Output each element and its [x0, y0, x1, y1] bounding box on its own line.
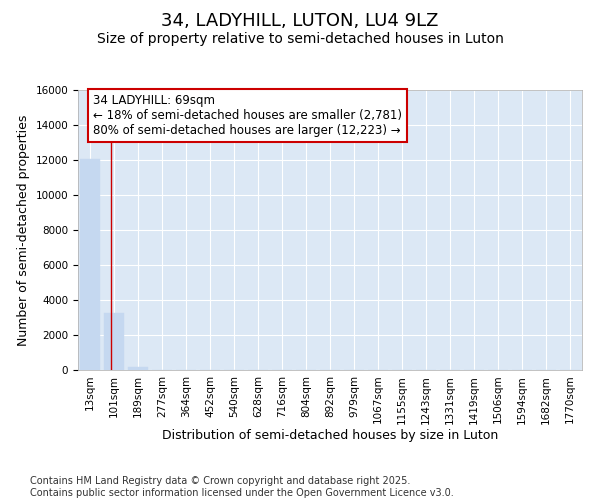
- Bar: [128, 368, 148, 370]
- Bar: [80, 159, 100, 370]
- Text: Contains HM Land Registry data © Crown copyright and database right 2025.
Contai: Contains HM Land Registry data © Crown c…: [30, 476, 454, 498]
- Y-axis label: Number of semi-detached properties: Number of semi-detached properties: [17, 114, 30, 346]
- Text: 34, LADYHILL, LUTON, LU4 9LZ: 34, LADYHILL, LUTON, LU4 9LZ: [161, 12, 439, 30]
- Bar: [104, 313, 124, 370]
- Text: 34 LADYHILL: 69sqm
← 18% of semi-detached houses are smaller (2,781)
80% of semi: 34 LADYHILL: 69sqm ← 18% of semi-detache…: [93, 94, 402, 137]
- X-axis label: Distribution of semi-detached houses by size in Luton: Distribution of semi-detached houses by …: [162, 429, 498, 442]
- Text: Size of property relative to semi-detached houses in Luton: Size of property relative to semi-detach…: [97, 32, 503, 46]
